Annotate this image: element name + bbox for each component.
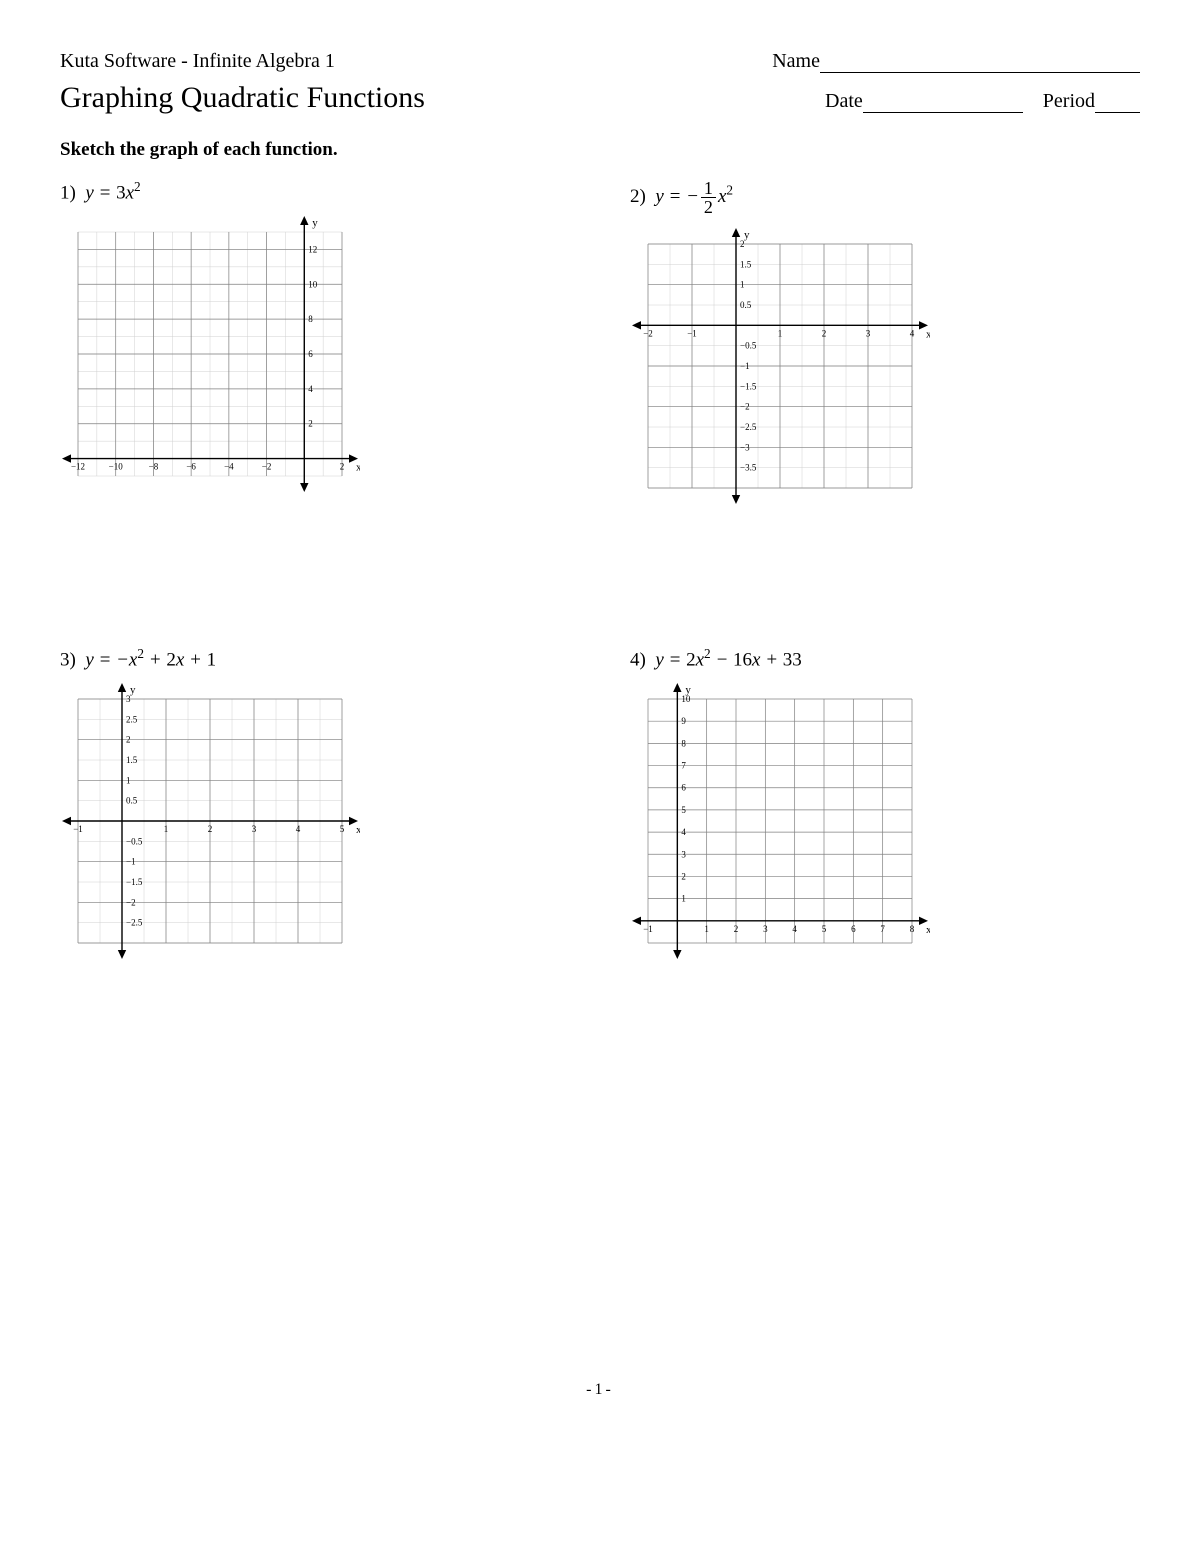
period-blank: [1095, 112, 1140, 113]
svg-text:4: 4: [308, 384, 313, 394]
svg-text:x: x: [356, 824, 360, 836]
svg-text:y: y: [685, 684, 691, 696]
svg-text:x: x: [926, 328, 930, 340]
svg-text:−2: −2: [740, 402, 750, 412]
svg-text:1: 1: [164, 824, 169, 834]
svg-text:2: 2: [308, 419, 313, 429]
svg-text:4: 4: [681, 828, 686, 838]
software-line: Kuta Software - Infinite Algebra 1: [60, 50, 335, 73]
svg-text:6: 6: [851, 924, 856, 934]
svg-text:1: 1: [740, 280, 745, 290]
svg-text:8: 8: [308, 314, 313, 324]
svg-text:−3: −3: [740, 442, 750, 452]
problem-3-equation: 3) y = −x2 + 2x + 1: [60, 646, 570, 671]
svg-text:3: 3: [252, 824, 257, 834]
svg-text:1: 1: [126, 776, 131, 786]
svg-text:2: 2: [681, 872, 686, 882]
svg-text:−2: −2: [643, 328, 653, 338]
svg-text:−6: −6: [186, 462, 196, 472]
svg-text:x: x: [356, 462, 360, 474]
name-blank: [820, 72, 1140, 73]
svg-text:5: 5: [822, 924, 827, 934]
coordinate-grid: −12 −10 −8 −6 −4 −2 2 2 4 6 8 10 12 x y: [60, 214, 360, 494]
svg-text:−8: −8: [149, 462, 159, 472]
svg-text:y: y: [312, 217, 318, 229]
svg-text:6: 6: [681, 783, 686, 793]
problem-4-equation: 4) y = 2x2 − 16x + 33: [630, 646, 1140, 671]
svg-text:7: 7: [880, 924, 885, 934]
svg-text:3: 3: [763, 924, 768, 934]
svg-text:5: 5: [340, 824, 345, 834]
coordinate-grid: −11234567812345678910xy: [630, 681, 930, 961]
coordinate-grid: −112345−2.5−2−1.5−1−0.50.511.522.53xy: [60, 681, 360, 961]
svg-text:2: 2: [822, 328, 827, 338]
period-label: Period: [1043, 90, 1095, 112]
date-period-group: Date Period: [825, 90, 1140, 113]
svg-text:−1.5: −1.5: [126, 877, 143, 887]
svg-text:−1: −1: [73, 824, 83, 834]
svg-text:−12: −12: [71, 462, 85, 472]
page-title: Graphing Quadratic Functions: [60, 81, 425, 115]
svg-text:1: 1: [778, 328, 783, 338]
page-footer: -1-: [60, 1381, 1140, 1399]
svg-text:−2.5: −2.5: [126, 918, 143, 928]
svg-text:5: 5: [681, 805, 686, 815]
problem-1: 1) y = 3x2 −12 −10 −8 −6 −4 −2 2 2 4 6 8 10 12 x y: [60, 179, 570, 506]
svg-text:−0.5: −0.5: [126, 837, 143, 847]
svg-text:9: 9: [681, 717, 686, 727]
coordinate-grid: −2−11234−3.5−3−2.5−2−1.5−1−0.50.511.52xy: [630, 226, 930, 506]
svg-text:−2: −2: [126, 898, 136, 908]
svg-text:4: 4: [792, 924, 797, 934]
svg-text:−1: −1: [643, 924, 653, 934]
svg-text:−0.5: −0.5: [740, 341, 757, 351]
problems-grid: 1) y = 3x2−12−10−8−6−4−2224681012xy2) y …: [60, 179, 1140, 961]
name-label: Name: [772, 50, 820, 72]
svg-text:4: 4: [910, 328, 915, 338]
svg-text:2: 2: [340, 462, 345, 472]
svg-text:y: y: [744, 229, 750, 241]
svg-text:6: 6: [308, 349, 313, 359]
svg-text:2: 2: [126, 735, 131, 745]
svg-text:2.5: 2.5: [126, 715, 138, 725]
svg-text:−2: −2: [262, 462, 272, 472]
svg-text:2: 2: [208, 824, 213, 834]
svg-text:3: 3: [681, 850, 686, 860]
svg-text:10: 10: [308, 280, 318, 290]
date-blank: [863, 112, 1023, 113]
svg-text:3: 3: [866, 328, 871, 338]
svg-text:4: 4: [296, 824, 301, 834]
svg-text:2: 2: [734, 924, 739, 934]
instruction-text: Sketch the graph of each function.: [60, 139, 1140, 161]
svg-text:0.5: 0.5: [126, 796, 138, 806]
svg-text:−3.5: −3.5: [740, 463, 757, 473]
svg-text:−1: −1: [687, 328, 697, 338]
svg-text:0.5: 0.5: [740, 300, 752, 310]
name-field-group: Name: [772, 50, 1140, 73]
problem-2-equation: 2) y = −12x2: [630, 179, 1140, 216]
svg-text:7: 7: [681, 761, 686, 771]
svg-text:−1: −1: [740, 361, 750, 371]
problem-2: 2) y = −12x2 −2 −1 1 2 3 4 −3.5 −3 −2.5 −2 −1.5 −1 −0…: [630, 179, 1140, 506]
svg-text:1.5: 1.5: [126, 755, 138, 765]
svg-text:x: x: [926, 924, 930, 936]
svg-text:12: 12: [308, 245, 317, 255]
problem-4: 4) y = 2x2 − 16x + 33 −1 1 2 3 4 5 6 7 8 1 2 3 4 5 6 7 8 9…: [630, 646, 1140, 961]
svg-text:−1.5: −1.5: [740, 381, 757, 391]
svg-text:y: y: [130, 684, 136, 696]
svg-text:1: 1: [704, 924, 709, 934]
svg-text:−1: −1: [126, 857, 136, 867]
svg-text:−10: −10: [109, 462, 124, 472]
svg-text:1: 1: [681, 894, 686, 904]
problem-3: 3) y = −x2 + 2x + 1 −1 1 2 3 4 5 −2.5 −2 −1.5 −1 −0…: [60, 646, 570, 961]
svg-text:1.5: 1.5: [740, 259, 752, 269]
svg-text:8: 8: [681, 739, 686, 749]
problem-1-equation: 1) y = 3x2: [60, 179, 570, 204]
svg-text:−2.5: −2.5: [740, 422, 757, 432]
svg-text:−4: −4: [224, 462, 234, 472]
svg-text:8: 8: [910, 924, 915, 934]
date-label: Date: [825, 90, 863, 112]
